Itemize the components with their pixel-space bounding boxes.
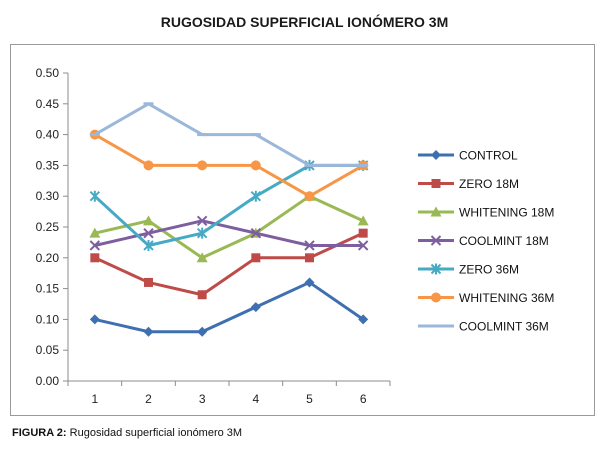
data-point xyxy=(251,253,261,263)
x-tick-label: 5 xyxy=(306,392,313,406)
data-point xyxy=(89,190,101,202)
data-point xyxy=(357,215,369,226)
data-point xyxy=(89,314,100,325)
data-point xyxy=(304,277,315,288)
legend-marker xyxy=(430,263,442,275)
y-tick-label: 0.10 xyxy=(36,312,60,326)
legend-marker xyxy=(431,150,441,160)
data-point xyxy=(143,160,154,171)
data-point xyxy=(358,228,368,238)
x-tick-label: 6 xyxy=(360,392,367,406)
y-tick-label: 0.40 xyxy=(36,128,60,142)
x-tick-label: 2 xyxy=(145,392,152,406)
data-point xyxy=(89,227,101,238)
legend-label: ZERO 36M xyxy=(459,263,519,277)
x-tick-label: 1 xyxy=(91,392,98,406)
data-point xyxy=(196,215,208,227)
data-point xyxy=(143,227,154,239)
y-tick-label: 0.50 xyxy=(36,66,60,80)
data-point xyxy=(143,215,154,226)
data-point xyxy=(196,227,208,239)
data-point xyxy=(304,191,315,202)
legend-label: WHITENING 36M xyxy=(459,291,554,305)
legend-marker xyxy=(431,292,441,303)
data-point xyxy=(197,326,208,337)
series-line-4 xyxy=(93,163,364,247)
x-tick-label: 4 xyxy=(252,392,259,406)
data-point xyxy=(305,253,314,263)
legend-marker xyxy=(430,206,442,217)
series-line-0 xyxy=(94,280,365,334)
chart-frame: 0.00 0.05 0.10 0.15 0.20 0.25 0.30 0.35 0.40 0.45… xyxy=(10,44,595,416)
legend-label: COOLMINT 18M xyxy=(459,234,549,248)
data-point xyxy=(304,240,315,251)
x-tick-label: 3 xyxy=(199,392,206,406)
y-tick-label: 0.20 xyxy=(36,251,60,265)
data-point xyxy=(197,290,207,300)
series-line-5 xyxy=(94,133,364,198)
data-point xyxy=(357,240,369,251)
line-chart: 0.00 0.05 0.10 0.15 0.20 0.25 0.30 0.35 0.40 0.45… xyxy=(36,66,555,406)
chart-title: RUGOSIDAD SUPERFICIAL IONÓMERO 3M xyxy=(160,14,449,30)
legend-label: ZERO 18M xyxy=(459,177,519,191)
data-point xyxy=(143,239,154,251)
data-point xyxy=(250,302,261,313)
series-line-6 xyxy=(94,102,364,167)
legend-label: CONTROL xyxy=(459,149,518,163)
data-point xyxy=(250,227,262,239)
data-point xyxy=(144,277,153,287)
data-point xyxy=(197,160,208,171)
y-tick-label: 0.00 xyxy=(36,374,60,388)
data-point xyxy=(250,190,262,202)
legend-label: COOLMINT 36M xyxy=(459,320,549,334)
series-line-2 xyxy=(94,194,364,260)
figure-caption: FIGURA 2: Rugosidad superficial ionómero… xyxy=(12,427,242,439)
legend-marker xyxy=(431,179,441,188)
y-tick-label: 0.05 xyxy=(36,343,60,357)
series-line-3 xyxy=(94,219,364,247)
data-point xyxy=(143,326,154,337)
data-point xyxy=(250,160,261,171)
legend-label: WHITENING 18M xyxy=(459,206,554,220)
series-line-1 xyxy=(94,231,364,297)
data-point xyxy=(90,253,100,263)
y-tick-label: 0.45 xyxy=(36,97,60,111)
data-point xyxy=(196,252,208,263)
caption-prefix: FIGURA 2: xyxy=(12,427,67,439)
data-point xyxy=(89,240,101,251)
y-tick-label: 0.35 xyxy=(36,158,60,172)
legend-marker xyxy=(430,235,442,246)
data-point xyxy=(358,314,369,325)
caption-text: Rugosidad superficial ionómero 3M xyxy=(69,427,243,439)
y-tick-label: 0.30 xyxy=(36,189,60,203)
y-tick-label: 0.15 xyxy=(36,282,60,296)
y-tick-label: 0.25 xyxy=(36,220,60,234)
